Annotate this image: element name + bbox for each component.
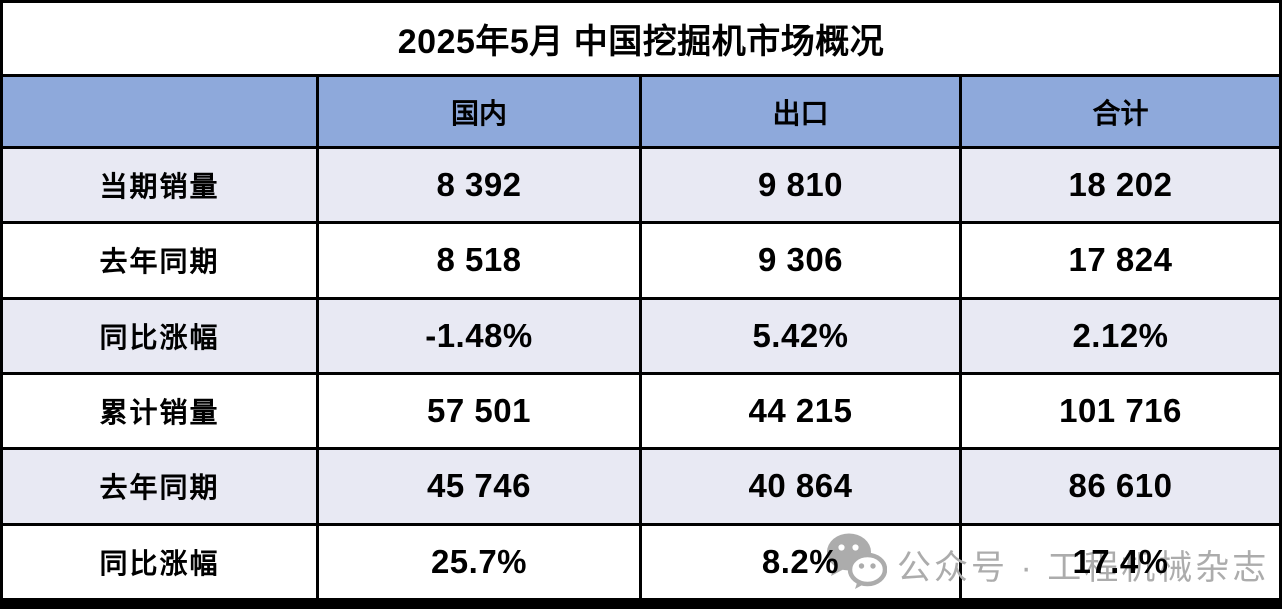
header-cell-total: 合计 xyxy=(962,77,1279,146)
table-cell: 9 810 xyxy=(642,149,959,222)
cell-yoy-cum-total: 17.4% xyxy=(1072,542,1169,580)
cell-yoy-cum-domestic: 25.7% xyxy=(430,542,528,580)
table-title-bar: 2025年5月 中国挖掘机市场概况 xyxy=(3,3,1279,74)
row-label-yoy-cumulative: 同比涨幅 xyxy=(99,547,220,579)
table-row-label: 当期销量 xyxy=(3,149,316,222)
table-cell: 86 610 xyxy=(962,450,1279,523)
header-label-domestic: 国内 xyxy=(450,97,507,129)
table-cell: 17.4% xyxy=(962,525,1279,598)
table-row-label: 去年同期 xyxy=(3,450,316,523)
table-cell: 45 746 xyxy=(319,450,639,523)
table-row-label: 同比涨幅 xyxy=(3,525,316,598)
table-cell: 5.42% xyxy=(642,299,959,372)
cell-current-domestic: 8 392 xyxy=(436,166,522,204)
cell-cumulative-domestic: 57 501 xyxy=(427,392,531,430)
cell-yoy-domestic: -1.48% xyxy=(425,316,533,354)
row-label-yoy-change: 同比涨幅 xyxy=(99,321,220,353)
table-cell: 40 864 xyxy=(642,450,959,523)
header-cell-blank xyxy=(3,77,316,146)
table-cell: 8 392 xyxy=(319,149,639,222)
table-row-label: 累计销量 xyxy=(3,375,316,448)
table-cell: 57 501 xyxy=(319,375,639,448)
row-label-current-sales: 当期销量 xyxy=(99,171,220,203)
table-row-label: 同比涨幅 xyxy=(3,299,316,372)
table-row-label: 去年同期 xyxy=(3,224,316,297)
table-cell: 101 716 xyxy=(962,375,1279,448)
cell-cumulative-total: 101 716 xyxy=(1059,392,1182,430)
table-cell: 8.2% xyxy=(642,525,959,598)
table-cell: 44 215 xyxy=(642,375,959,448)
table-cell: 2.12% xyxy=(962,299,1279,372)
cell-cumulative-export: 44 215 xyxy=(748,392,853,430)
table-cell: 18 202 xyxy=(962,149,1279,222)
cell-current-total: 18 202 xyxy=(1068,166,1173,204)
header-label-total: 合计 xyxy=(1092,97,1149,129)
table-cell: 9 306 xyxy=(642,224,959,297)
table-grid: 2025年5月 中国挖掘机市场概况 国内 出口 合计 当期销量 8 392 9 … xyxy=(3,3,1279,598)
cell-lastyear-cum-total: 86 610 xyxy=(1068,467,1173,505)
cell-yoy-total: 2.12% xyxy=(1072,316,1169,354)
cell-lastyear-total: 17 824 xyxy=(1068,241,1173,279)
cell-yoy-cum-export: 8.2% xyxy=(761,542,840,580)
header-cell-export: 出口 xyxy=(642,77,959,146)
row-label-lastyear-period: 去年同期 xyxy=(99,246,220,278)
table-cell: 8 518 xyxy=(319,224,639,297)
cell-current-export: 9 810 xyxy=(757,166,844,204)
header-label-export: 出口 xyxy=(772,97,829,129)
header-cell-domestic: 国内 xyxy=(319,77,639,146)
watermark-bubble-tail xyxy=(810,598,896,609)
cell-lastyear-domestic: 8 518 xyxy=(436,241,522,279)
table-cell: 25.7% xyxy=(319,525,639,598)
table-cell: -1.48% xyxy=(319,299,639,372)
cell-lastyear-export: 9 306 xyxy=(757,241,844,279)
cell-yoy-export: 5.42% xyxy=(752,316,849,354)
cell-lastyear-cum-domestic: 45 746 xyxy=(427,467,531,505)
row-label-lastyear-cumulative: 去年同期 xyxy=(99,472,220,504)
row-label-cumulative-sales: 累计销量 xyxy=(99,397,220,429)
cell-lastyear-cum-export: 40 864 xyxy=(748,467,853,505)
page-title: 2025年5月 中国挖掘机市场概况 xyxy=(397,23,885,61)
table-cell: 17 824 xyxy=(962,224,1279,297)
